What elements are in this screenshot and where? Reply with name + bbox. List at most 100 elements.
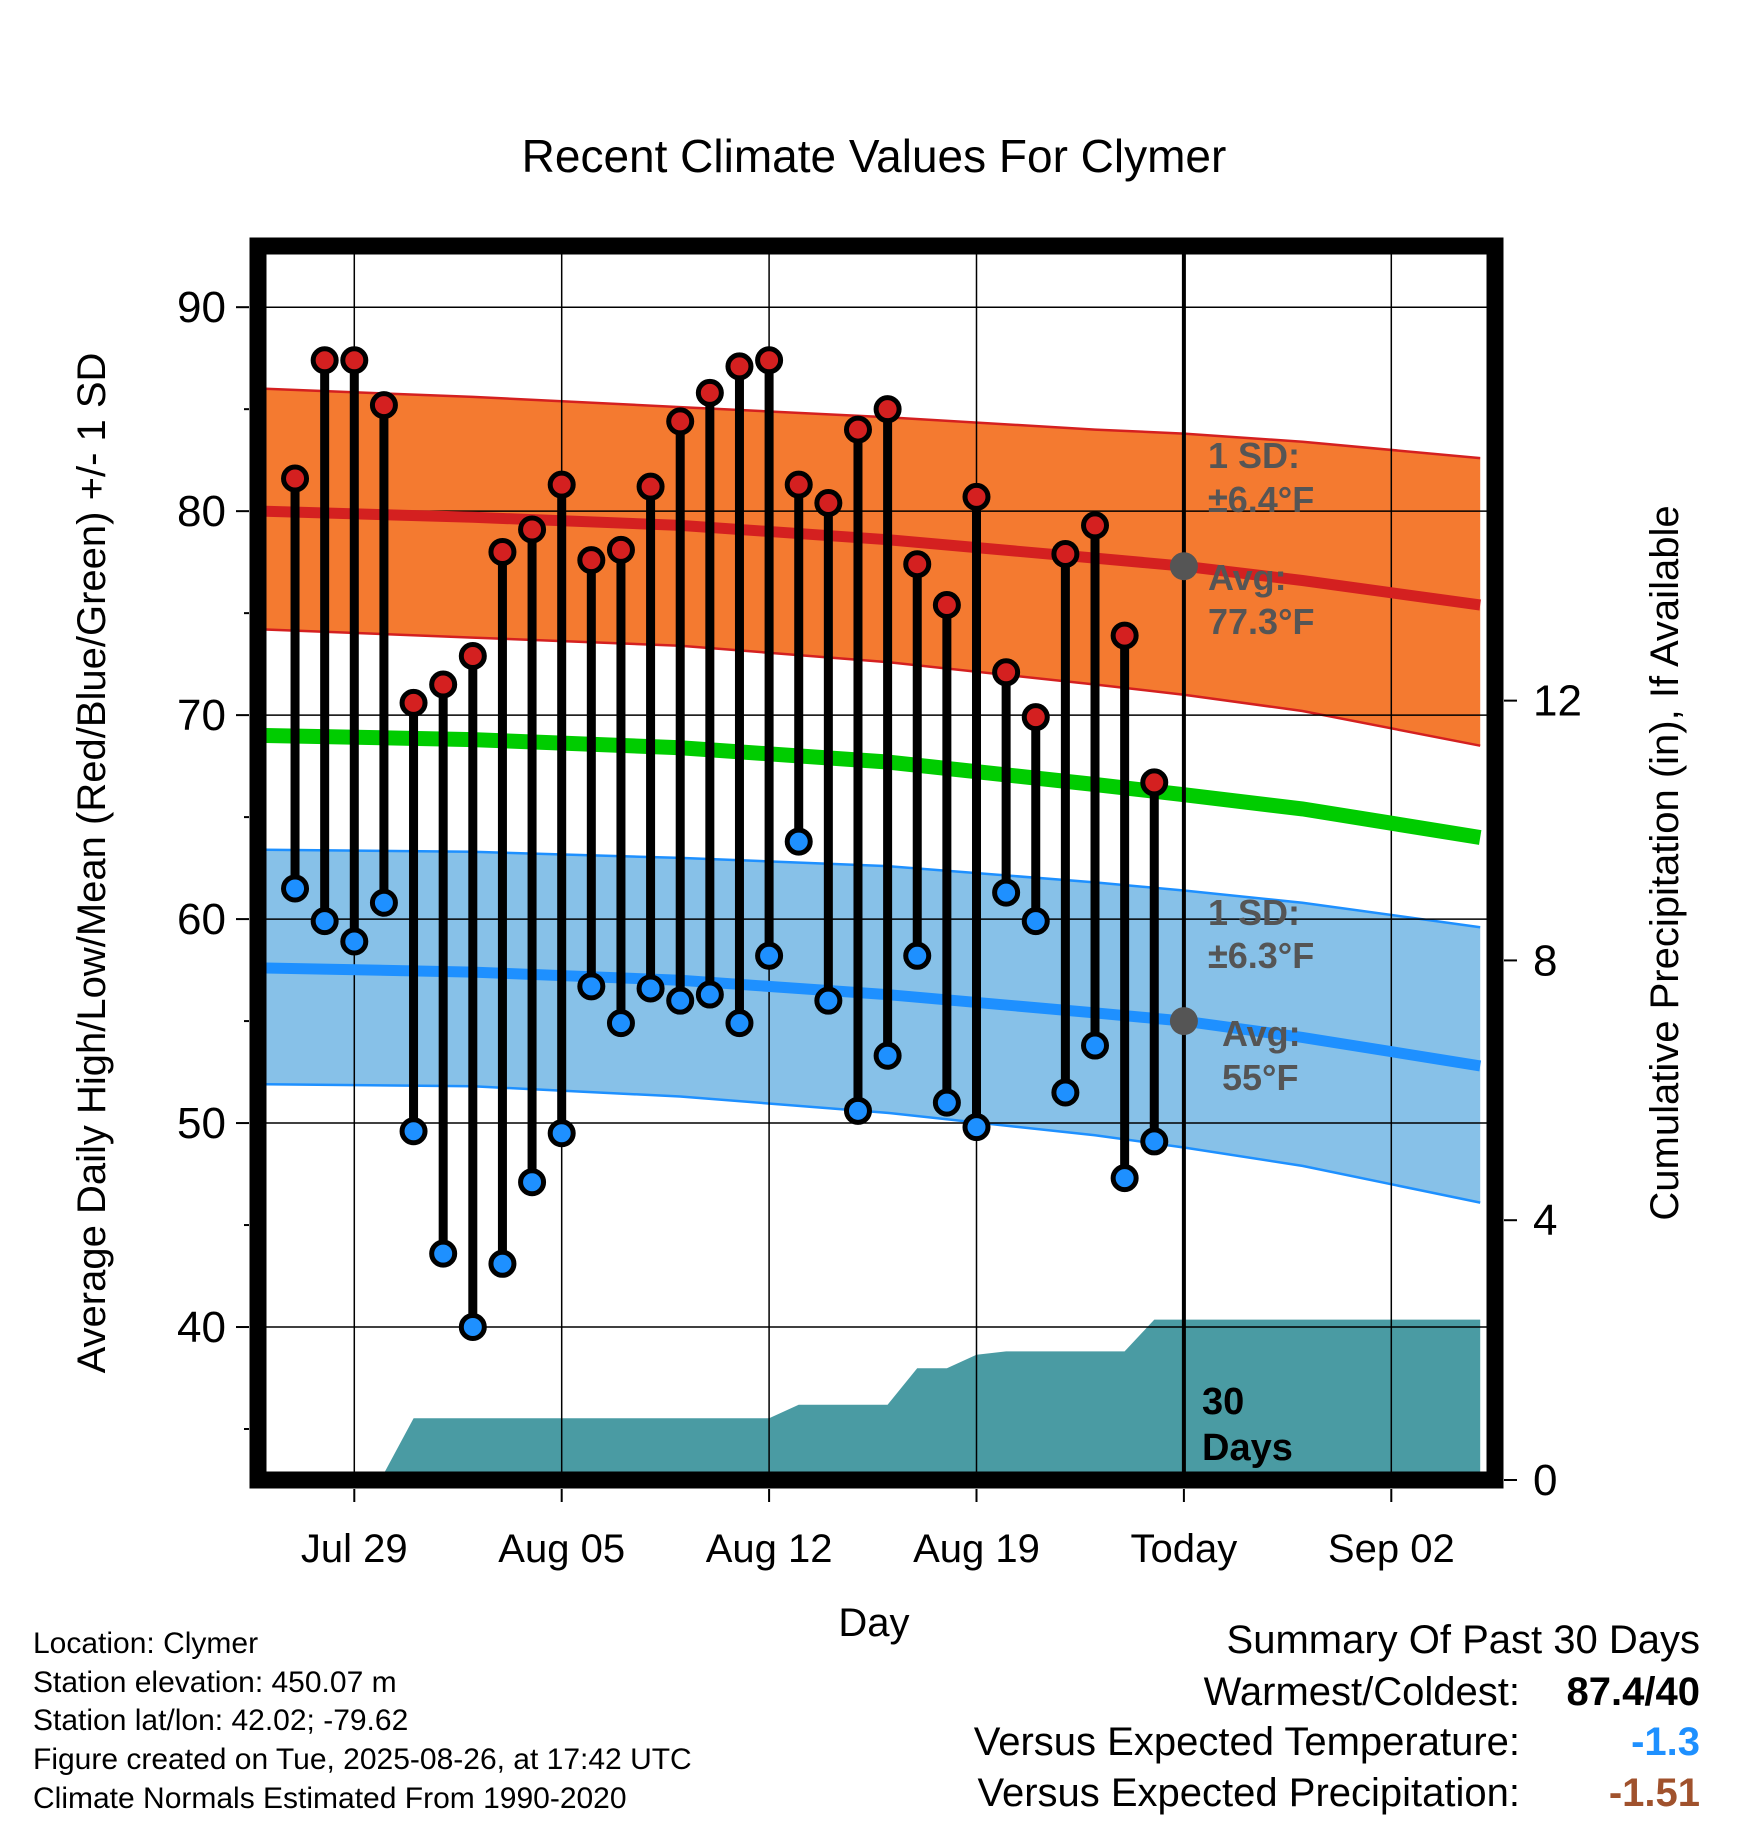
y-tick-label-60: 60 xyxy=(177,895,226,944)
low-point-2025-08-03 xyxy=(488,1249,517,1278)
daily-range-bars xyxy=(290,360,1159,1328)
low-avg-value: 55°F xyxy=(1222,1057,1298,1098)
summary-warmest-coldest: Warmest/Coldest: 87.4/40 xyxy=(1204,1670,1700,1715)
summary-temperature: Versus Expected Temperature: -1.3 xyxy=(974,1720,1700,1765)
high-point-2025-08-23 xyxy=(1081,511,1110,540)
low-point-2025-07-27 xyxy=(281,874,310,903)
today-marker xyxy=(1169,246,1198,1480)
low-point-2025-08-10 xyxy=(695,980,724,1009)
high-point-2025-08-07 xyxy=(606,535,635,564)
low-point-2025-07-29 xyxy=(340,927,369,956)
y-tick-label-40: 40 xyxy=(177,1303,226,1352)
low-point-2025-08-24 xyxy=(1110,1164,1139,1193)
high-point-2025-08-25 xyxy=(1140,768,1169,797)
x-tick-label-5: Sep 02 xyxy=(1328,1527,1455,1571)
high-avg-marker xyxy=(1169,552,1198,581)
y2-axis-label: Cumulative Precipitation (in), If Availa… xyxy=(1643,505,1687,1220)
x-axis-label: Day xyxy=(838,1601,909,1645)
high-point-2025-08-04 xyxy=(518,515,547,544)
low-avg-line xyxy=(265,962,1482,1072)
low-sd-label: 1 SD: xyxy=(1208,892,1300,933)
summary-precip-value: -1.51 xyxy=(1608,1771,1700,1815)
high-point-2025-08-18 xyxy=(932,590,961,619)
low-sd-value: ±6.3°F xyxy=(1208,935,1314,976)
chart-title: Recent Climate Values For Clymer xyxy=(522,130,1227,182)
high-point-2025-08-16 xyxy=(873,395,902,424)
high-sd-band-upper-edge xyxy=(265,387,1481,460)
summary-warmest-coldest-value: 87.4/40 xyxy=(1566,1670,1700,1714)
footer-elevation: Station elevation: 450.07 m xyxy=(33,1666,397,1699)
high-point-2025-08-05 xyxy=(547,470,576,499)
precip-days-label-2: Days xyxy=(1202,1427,1293,1469)
y2-tick-label-8: 8 xyxy=(1533,936,1557,985)
axes: 40 50 60 70 80 90 0 4 8 12 Jul 29 Aug 05 Aug 12 Aug 1… xyxy=(177,283,1582,1571)
low-sd-band-lower-edge xyxy=(265,1083,1481,1204)
plot-frame xyxy=(249,237,1504,1489)
low-point-2025-08-11 xyxy=(725,1009,754,1038)
normal-lines xyxy=(265,505,1482,1072)
low-point-2025-08-01 xyxy=(429,1239,458,1268)
summary-warmest-coldest-label: Warmest/Coldest: xyxy=(1203,1670,1520,1714)
low-point-2025-08-22 xyxy=(1051,1078,1080,1107)
high-point-2025-08-09 xyxy=(666,407,695,436)
high-sd-value: ±6.4°F xyxy=(1208,479,1314,520)
high-point-2025-08-11 xyxy=(725,352,754,381)
low-point-2025-07-30 xyxy=(369,888,398,917)
low-point-2025-08-09 xyxy=(666,986,695,1015)
footer-normals: Climate Normals Estimated From 1990-2020 xyxy=(33,1782,627,1815)
y-tick-label-90: 90 xyxy=(177,283,226,332)
daily-points xyxy=(281,346,1169,1342)
x-tick-label-1: Aug 05 xyxy=(498,1527,625,1571)
high-point-2025-08-17 xyxy=(903,550,932,579)
y2-tick-label-12: 12 xyxy=(1533,677,1582,726)
high-point-2025-08-15 xyxy=(843,415,872,444)
footer-location: Location: Clymer xyxy=(33,1627,259,1660)
low-point-2025-08-05 xyxy=(547,1119,576,1148)
high-point-2025-07-30 xyxy=(369,391,398,420)
low-point-2025-08-12 xyxy=(755,941,784,970)
low-point-2025-08-15 xyxy=(843,1096,872,1125)
low-sd-band xyxy=(265,849,1481,1203)
summary-title: Summary Of Past 30 Days xyxy=(1226,1618,1700,1662)
high-avg-value: 77.3°F xyxy=(1208,601,1314,642)
high-point-2025-08-19 xyxy=(962,482,991,511)
low-point-2025-08-19 xyxy=(962,1113,991,1142)
y-tick-label-80: 80 xyxy=(177,487,226,536)
low-point-2025-07-28 xyxy=(310,907,339,936)
low-point-2025-08-08 xyxy=(636,974,665,1003)
high-point-2025-07-27 xyxy=(281,464,310,493)
precip-days-label-1: 30 xyxy=(1202,1381,1244,1423)
x-tick-label-0: Jul 29 xyxy=(301,1527,408,1571)
low-point-2025-08-04 xyxy=(518,1168,547,1197)
low-point-2025-08-13 xyxy=(784,827,813,856)
high-point-2025-08-22 xyxy=(1051,539,1080,568)
y-tick-label-70: 70 xyxy=(177,691,226,740)
low-point-2025-07-31 xyxy=(399,1117,428,1146)
precip-area-group xyxy=(265,1319,1481,1480)
y-axis-label: Average Daily High/Low/Mean (Red/Blue/Gr… xyxy=(70,353,114,1374)
low-point-2025-08-17 xyxy=(903,941,932,970)
summary-precipitation: Versus Expected Precipitation: -1.51 xyxy=(977,1771,1700,1816)
high-point-2025-08-24 xyxy=(1110,621,1139,650)
high-point-2025-08-03 xyxy=(488,537,517,566)
low-point-2025-08-14 xyxy=(814,986,843,1015)
low-sd-band-upper-edge xyxy=(265,848,1481,929)
high-avg-label: Avg: xyxy=(1208,557,1287,598)
summary-precip-label: Versus Expected Precipitation: xyxy=(977,1771,1520,1815)
high-point-2025-08-12 xyxy=(755,346,784,375)
precip-area xyxy=(265,1319,1481,1480)
high-point-2025-08-08 xyxy=(636,472,665,501)
low-point-2025-08-16 xyxy=(873,1041,902,1070)
y-tick-label-50: 50 xyxy=(177,1099,226,1148)
footer-latlon: Station lat/lon: 42.02; -79.62 xyxy=(33,1704,409,1737)
summary-temp-label: Versus Expected Temperature: xyxy=(973,1720,1520,1764)
high-point-2025-07-29 xyxy=(340,346,369,375)
low-point-2025-08-02 xyxy=(458,1313,487,1342)
footer-created: Figure created on Tue, 2025-08-26, at 17… xyxy=(33,1743,692,1776)
high-sd-label: 1 SD: xyxy=(1208,435,1300,476)
mean-line xyxy=(265,728,1482,845)
high-avg-line xyxy=(265,505,1481,611)
low-point-2025-08-23 xyxy=(1081,1031,1110,1060)
x-tick-label-2: Aug 12 xyxy=(706,1527,833,1571)
